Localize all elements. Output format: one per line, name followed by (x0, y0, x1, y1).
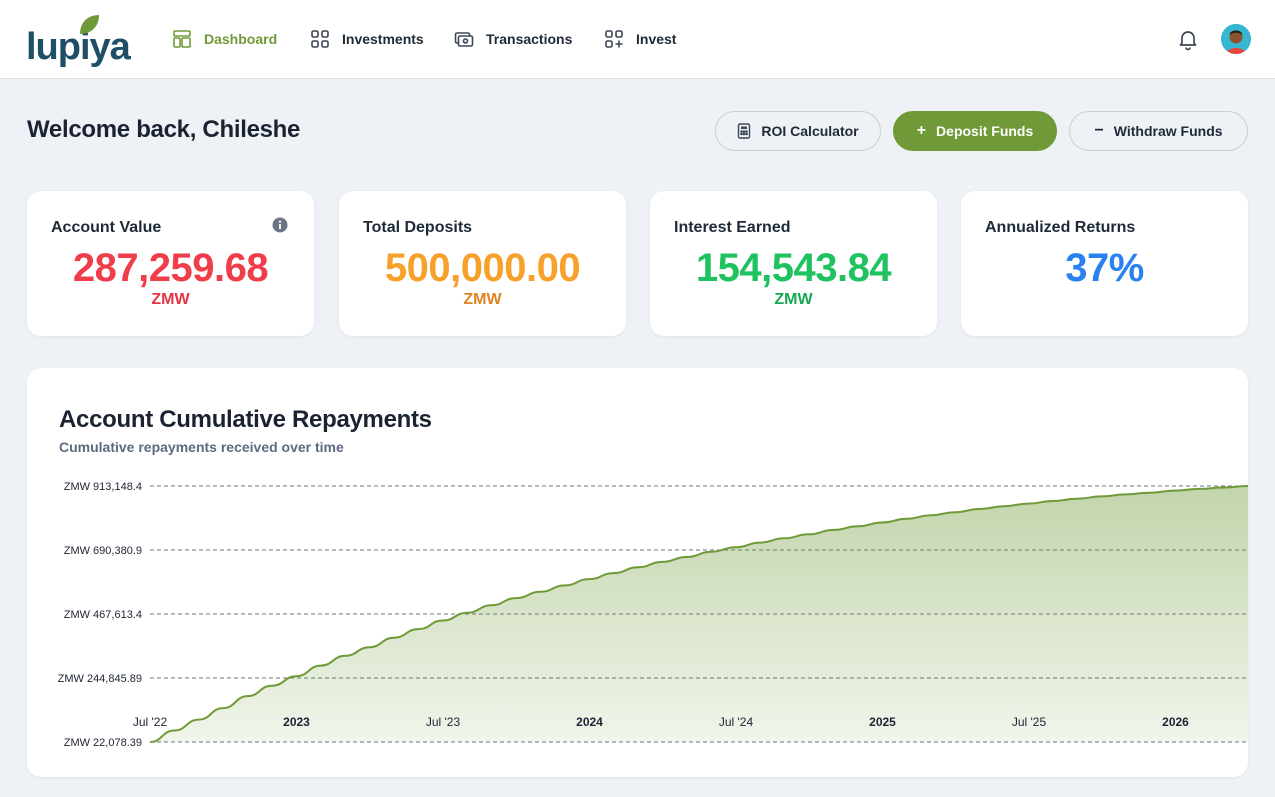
minus-icon: − (1094, 122, 1104, 139)
x-tick-label: 2025 (869, 715, 896, 729)
calculator-icon (738, 123, 751, 139)
y-tick-label: ZMW 467,613.4 (64, 609, 142, 621)
y-tick-label: ZMW 913,148.4 (64, 481, 142, 493)
series-area (150, 486, 1248, 742)
chart-title: Account Cumulative Repayments (59, 406, 432, 433)
series-line (149, 485, 1248, 743)
lupiya-logo[interactable]: lupiya (26, 14, 131, 68)
logo-wordmark: lupiya (26, 26, 131, 68)
nav-investments-label: Investments (342, 31, 424, 47)
y-tick-label: ZMW 22,078.39 (64, 737, 142, 749)
nav-transactions[interactable]: Transactions (454, 27, 572, 51)
info-icon[interactable] (272, 217, 288, 233)
card-title: Account Value (51, 219, 162, 236)
grid-icon (311, 30, 329, 48)
card-unit: ZMW (463, 291, 502, 308)
deposit-funds-label: Deposit Funds (936, 123, 1034, 139)
card-title: Annualized Returns (985, 219, 1136, 236)
card-unit: ZMW (774, 291, 813, 308)
roi-calculator-button[interactable]: ROI Calculator (715, 111, 881, 151)
leaf-icon (80, 15, 99, 34)
interest-earned-card: Interest Earned 154,543.84 ZMW (650, 191, 937, 336)
user-avatar[interactable] (1221, 24, 1251, 54)
y-tick-label: ZMW 690,380.9 (64, 545, 142, 557)
chart-subtitle: Cumulative repayments received over time (59, 439, 344, 455)
nav-transactions-label: Transactions (486, 31, 573, 47)
x-tick-label: Jul '24 (719, 715, 754, 729)
annualized-returns-card: Annualized Returns 37% (961, 191, 1248, 336)
y-tick-label: ZMW 244,845.89 (58, 673, 142, 685)
nav-dashboard-label: Dashboard (204, 31, 278, 47)
top-navigation-bar: lupiya Dashboard Investments Transaction… (0, 0, 1275, 79)
withdraw-funds-label: Withdraw Funds (1113, 123, 1223, 139)
withdraw-funds-button[interactable]: − Withdraw Funds (1069, 111, 1248, 151)
x-tick-label: 2026 (1162, 715, 1189, 729)
dashboard-icon (173, 30, 191, 48)
card-value: 500,000.00 (384, 246, 581, 290)
nav-invest-label: Invest (636, 31, 677, 47)
grid-plus-icon (605, 30, 623, 48)
card-value: 37% (1065, 246, 1144, 290)
card-value: 154,543.84 (695, 246, 892, 290)
account-value-card: Account Value 287,259.68 ZMW (27, 191, 314, 336)
nav-investments[interactable]: Investments (310, 27, 424, 51)
card-unit: ZMW (151, 291, 190, 308)
page-title: Welcome back, Chileshe (27, 116, 301, 143)
x-tick-label: 2023 (283, 715, 310, 729)
card-title: Total Deposits (363, 219, 473, 236)
total-deposits-card: Total Deposits 500,000.00 ZMW (339, 191, 626, 336)
repayments-area-chart: ZMW 22,078.39 ZMW 244,845.89 ZMW 467,613.4… (58, 481, 1248, 749)
avatar-icon (1221, 24, 1251, 54)
nav-dashboard[interactable]: Dashboard (172, 27, 277, 51)
nav-invest[interactable]: Invest (604, 27, 676, 51)
x-tick-label: Jul '23 (426, 715, 461, 729)
bell-icon[interactable] (1176, 27, 1200, 51)
repayments-chart-card: Account Cumulative Repayments Cumulative… (27, 368, 1248, 777)
roi-calculator-label: ROI Calculator (761, 123, 859, 139)
card-title: Interest Earned (674, 219, 791, 236)
x-tick-label: 2024 (576, 715, 603, 729)
deposit-funds-button[interactable]: + Deposit Funds (893, 111, 1057, 151)
x-tick-label: Jul '25 (1012, 715, 1047, 729)
x-tick-label: Jul '22 (133, 715, 168, 729)
card-value: 287,259.68 (72, 246, 269, 290)
plus-icon: + (916, 122, 927, 139)
cash-icon (454, 32, 474, 47)
